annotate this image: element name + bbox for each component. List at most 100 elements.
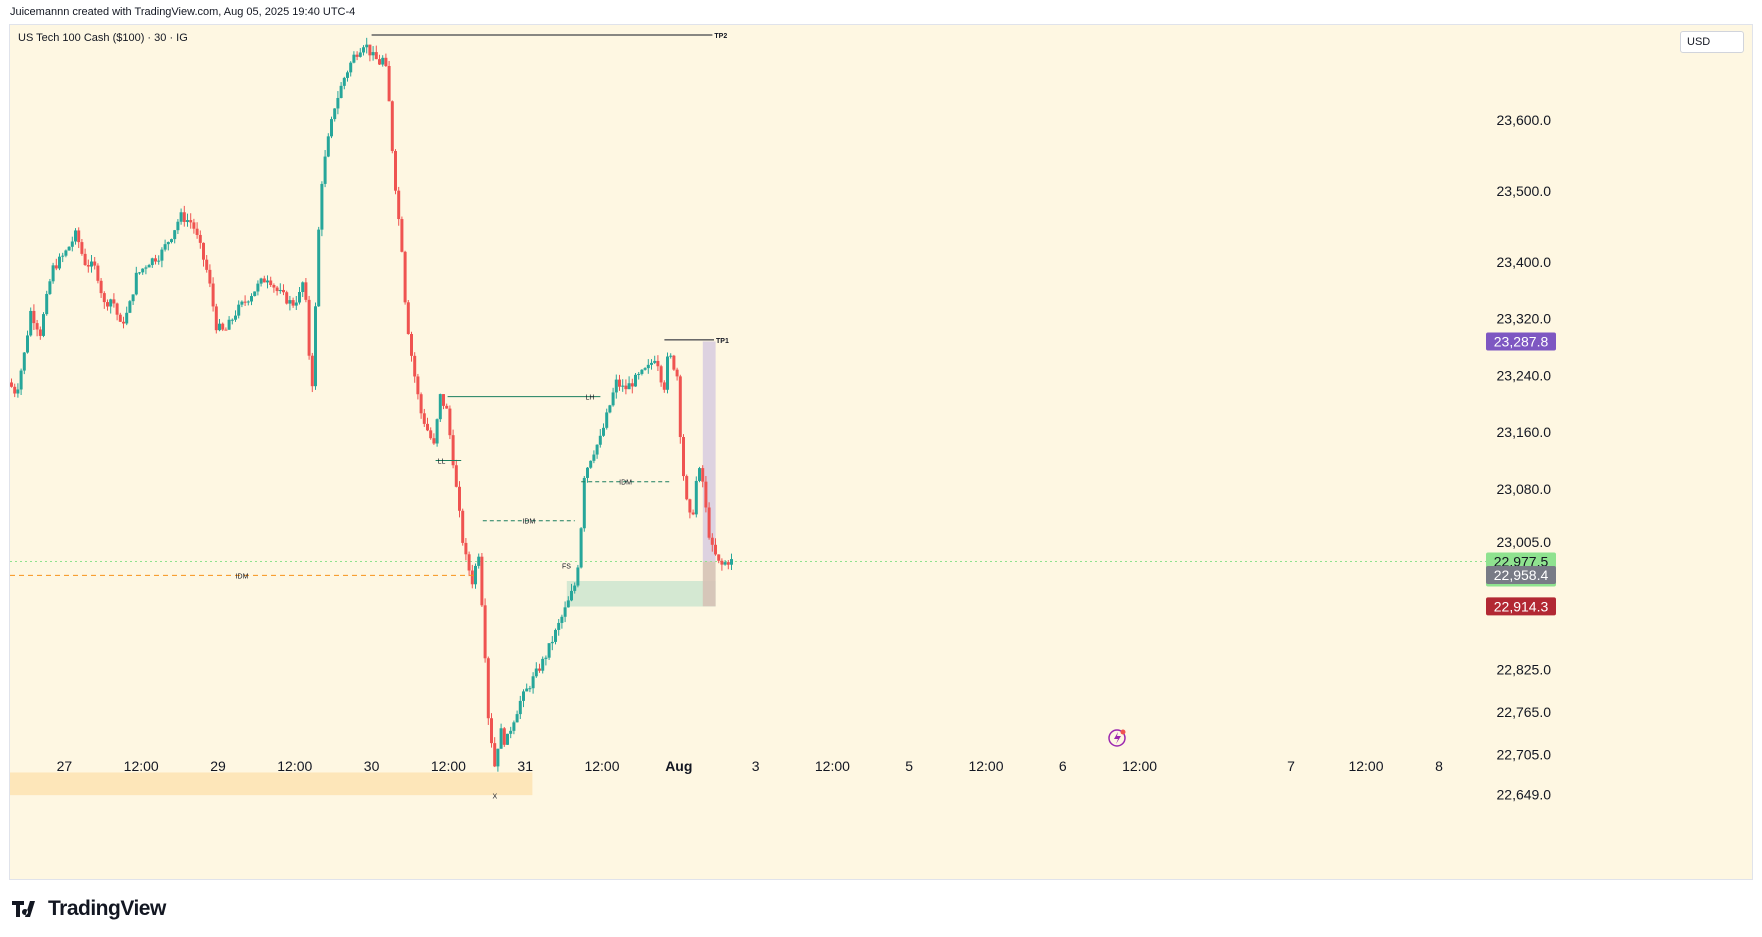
candle-body — [29, 310, 33, 336]
chart-area[interactable]: TP2 TP1 LH LL IDM IDM IDM FS X 23,600.0 23,500.0 23… — [9, 24, 1753, 880]
candle-body — [643, 368, 647, 370]
candle-body — [118, 314, 122, 322]
entry-price-label: 22,958.4 — [1494, 567, 1549, 583]
x-tick-label: 27 — [57, 758, 73, 774]
y-tick-label: 23,160.0 — [1497, 424, 1552, 440]
candle-body — [384, 57, 388, 66]
candle-body — [509, 730, 513, 734]
candle-body — [246, 301, 250, 303]
candle-body — [381, 57, 385, 65]
entry-price-badge — [1486, 566, 1556, 585]
candle-body — [16, 389, 20, 394]
candle-body — [67, 246, 71, 251]
candle-body — [237, 304, 241, 316]
candle-body — [598, 435, 602, 445]
candle-body — [96, 265, 100, 281]
candle-body — [701, 468, 705, 482]
candle-body — [461, 510, 465, 543]
candle-body — [160, 249, 164, 261]
candle-body — [550, 641, 554, 644]
candle-body — [205, 259, 209, 270]
candle-body — [86, 264, 90, 267]
x-tick-label: 30 — [364, 758, 380, 774]
candle-body — [13, 386, 17, 394]
candle-body — [90, 261, 93, 267]
candle-body — [314, 306, 317, 387]
tradingview-logo-icon — [12, 901, 35, 917]
candle-body — [432, 438, 436, 444]
candle-body — [710, 537, 714, 545]
tp-price-label: 23,287.8 — [1494, 333, 1549, 349]
candle-body — [483, 605, 487, 659]
candle-body — [352, 54, 356, 63]
level-label-idm: IDM — [522, 519, 535, 526]
symbol-title[interactable]: US Tech 100 Cash ($100) · 30 · IG — [18, 32, 188, 44]
candle-body — [518, 700, 522, 715]
candle-body — [624, 385, 628, 390]
candle-body — [698, 468, 701, 481]
candle-body — [410, 334, 413, 356]
candle-body — [541, 658, 545, 671]
candle-body — [32, 310, 36, 324]
level-label-tp1: TP1 — [716, 338, 729, 345]
candle-body — [685, 476, 689, 500]
candle-body — [592, 454, 596, 461]
candle-body — [653, 360, 657, 363]
candle-body — [330, 119, 333, 137]
level-label-ll: LL — [438, 458, 446, 465]
x-tick-label: 29 — [210, 758, 226, 774]
candle-body — [48, 281, 52, 294]
candle-body — [602, 427, 605, 436]
candle-body — [688, 499, 692, 513]
candle-body — [35, 323, 39, 330]
candle-body — [230, 319, 234, 321]
candle-body — [570, 590, 573, 601]
candle-body — [362, 47, 365, 53]
candle-body — [358, 52, 362, 57]
candle-body — [669, 355, 673, 357]
tradingview-logo[interactable]: TradingView — [12, 897, 166, 921]
candle-body — [435, 419, 439, 444]
x-tick-label: 7 — [1287, 758, 1295, 774]
candle-body — [51, 265, 55, 282]
candle-body — [291, 300, 295, 306]
candle-body — [173, 230, 177, 240]
candle-body — [694, 480, 698, 515]
candle-body — [288, 300, 292, 304]
candle-body — [726, 562, 730, 565]
lightning-icon — [1114, 732, 1121, 744]
candle-body — [560, 616, 564, 623]
candle-body — [278, 289, 282, 292]
candle-body — [445, 405, 449, 409]
candle-body — [714, 544, 717, 555]
x-tick-label: 6 — [1059, 758, 1067, 774]
currency-selector[interactable]: USD — [1680, 31, 1744, 53]
candle-body — [323, 156, 327, 184]
candle-body — [675, 369, 679, 377]
y-tick-label: 22,649.0 — [1497, 786, 1552, 802]
candle-body — [448, 408, 452, 436]
candle-body — [730, 559, 733, 565]
x-tick-label: 3 — [752, 758, 760, 774]
candle-body — [355, 54, 359, 57]
candle-body — [400, 219, 404, 252]
candle-body — [368, 44, 372, 56]
y-tick-label: 23,240.0 — [1497, 367, 1552, 383]
x-tick-label: 12:00 — [431, 758, 466, 774]
candle-body — [221, 323, 225, 330]
candle-body — [336, 97, 340, 109]
candle-body — [419, 394, 423, 414]
candle-body — [502, 728, 506, 745]
candle-body — [464, 542, 468, 555]
candle-body — [528, 688, 532, 690]
y-tick-label: 23,320.0 — [1497, 311, 1552, 327]
x-tick-label: Aug — [665, 758, 692, 774]
chart-svg[interactable]: TP2 TP1 LH LL IDM IDM IDM FS X 23,600.0 23,500.0 23… — [10, 25, 1753, 880]
candle-body — [582, 477, 586, 529]
candle-body — [678, 376, 682, 438]
tradingview-brand: TradingView — [48, 897, 166, 920]
level-label-fs: FS — [562, 563, 571, 570]
candle-body — [477, 556, 481, 566]
candle-body — [19, 370, 23, 390]
candle-body — [691, 512, 695, 515]
